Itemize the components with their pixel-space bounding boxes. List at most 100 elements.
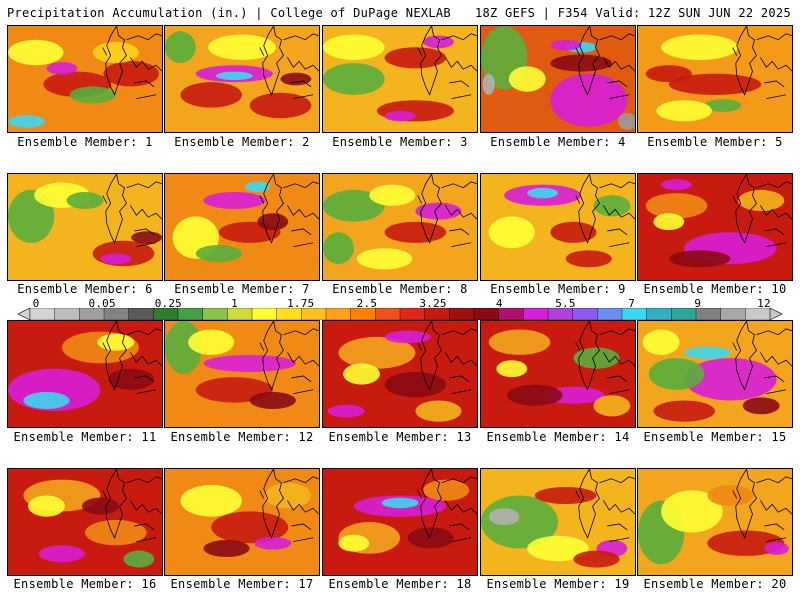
precip-blob	[356, 248, 413, 270]
map-title: Precipitation Accumulation (in.) | Colle…	[7, 6, 451, 20]
colorbar-max-arrow	[769, 308, 782, 320]
colorbar-swatch	[128, 308, 154, 320]
precip-blob	[384, 330, 431, 344]
coastline-outline	[575, 26, 635, 100]
precip-blob	[550, 221, 597, 243]
colorbar-swatch	[202, 308, 228, 320]
precip-blob	[249, 92, 312, 119]
precip-blob	[550, 73, 628, 127]
ensemble-member-label: Ensemble Member: 16	[13, 577, 157, 591]
precip-blob	[668, 250, 731, 268]
ensemble-member-map	[637, 173, 793, 281]
precip-blob	[593, 195, 631, 217]
colorbar-swatch	[572, 308, 598, 320]
precip-blob	[738, 189, 785, 212]
coastline-outline	[732, 174, 792, 248]
precip-blob	[488, 216, 535, 249]
colorbar-swatch	[646, 308, 672, 320]
colorbar-tick-label: 3.25	[419, 297, 447, 310]
precip-blob	[593, 395, 631, 417]
coastline-outline	[102, 469, 162, 543]
ensemble-member-map	[480, 468, 636, 576]
precip-blob	[653, 213, 685, 231]
colorbar-tick-label: 7	[628, 297, 636, 310]
precip-blob	[507, 384, 563, 406]
ensemble-member-label: Ensemble Member: 20	[643, 577, 787, 591]
coastline-outline	[102, 321, 162, 395]
colorbar-tick-label: 1.75	[287, 297, 315, 310]
coastline-outline	[732, 321, 792, 395]
precip-blob	[66, 192, 104, 209]
ensemble-member-map	[637, 320, 793, 428]
precip-blob	[249, 392, 296, 409]
colorbar-tick-label: 0	[32, 297, 40, 310]
ensemble-member-label: Ensemble Member: 11	[13, 430, 157, 444]
precip-blob	[684, 346, 731, 360]
precip-blob	[661, 179, 692, 190]
coastline-outline	[259, 174, 319, 248]
ensemble-member-map	[164, 468, 320, 576]
precipitation-colorbar	[18, 308, 782, 320]
precip-blob	[423, 479, 470, 501]
colorbar-tick-label: 12	[757, 297, 771, 310]
ensemble-member-map	[7, 25, 163, 133]
colorbar-tick-label: 2.5	[356, 297, 378, 310]
precip-blob	[645, 193, 708, 219]
ensemble-member-map	[637, 468, 793, 576]
precip-blob	[38, 545, 85, 563]
coastline-outline	[732, 469, 792, 543]
coastline-outline	[259, 26, 319, 100]
colorbar-swatch	[720, 308, 746, 320]
colorbar-swatch	[325, 308, 352, 320]
ensemble-member-label: Ensemble Member: 12	[170, 430, 314, 444]
precip-blob	[8, 115, 45, 128]
precip-blob	[108, 368, 155, 390]
precip-blob	[764, 542, 789, 555]
ensemble-member-map	[7, 173, 163, 281]
precip-blob	[123, 550, 155, 568]
precip-blob	[131, 231, 162, 244]
ensemble-member-label: Ensemble Member: 2	[174, 135, 310, 149]
precip-blob	[28, 495, 65, 517]
ensemble-member-map	[322, 173, 478, 281]
ensemble-member-label: Ensemble Member: 1	[17, 135, 153, 149]
precip-blob	[684, 358, 777, 401]
ensemble-member-label: Ensemble Member: 14	[486, 430, 630, 444]
precip-blob	[103, 60, 159, 87]
precip-blob	[534, 487, 597, 504]
precip-blob	[618, 112, 635, 130]
colorbar-tick-label: 5.5	[555, 297, 576, 310]
precip-blob	[384, 47, 447, 69]
precip-blob	[85, 519, 147, 546]
precip-blob	[81, 497, 119, 515]
precip-blob	[327, 404, 365, 418]
colorbar-swatch	[251, 308, 278, 320]
colorbar-swatch	[597, 308, 623, 320]
precip-blob	[488, 508, 520, 526]
precip-blob	[69, 86, 116, 104]
precip-blob	[707, 484, 754, 507]
coastline-outline	[259, 469, 319, 543]
precip-blob	[573, 550, 620, 568]
precip-blob	[742, 397, 780, 415]
colorbar-tick-label: 0.05	[88, 297, 116, 310]
ensemble-member-map	[480, 25, 636, 133]
ensemble-member-label: Ensemble Member: 15	[643, 430, 787, 444]
precip-blob	[208, 34, 276, 60]
coastline-outline	[732, 26, 792, 100]
precip-blob	[8, 39, 64, 66]
precip-blob	[23, 392, 70, 409]
ensemble-member-map	[322, 468, 478, 576]
precip-blob	[215, 71, 253, 81]
precip-blob	[338, 534, 370, 552]
colorbar-swatch	[449, 308, 475, 320]
precip-blob	[642, 329, 680, 355]
precip-blob	[704, 99, 742, 112]
ensemble-member-label: Ensemble Member: 13	[328, 430, 472, 444]
precip-blob	[488, 329, 551, 355]
precip-blob	[100, 253, 132, 265]
ensemble-member-label: Ensemble Member: 5	[647, 135, 783, 149]
ensemble-member-label: Ensemble Member: 19	[486, 577, 630, 591]
precip-blob	[415, 202, 462, 220]
precip-blob	[245, 181, 270, 193]
